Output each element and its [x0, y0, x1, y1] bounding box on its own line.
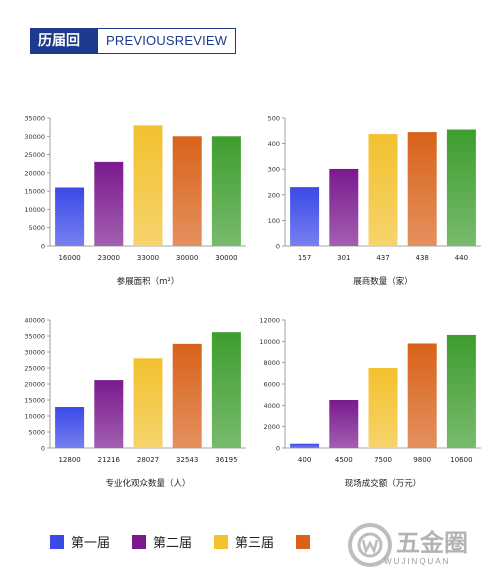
bar — [172, 343, 202, 448]
y-tick-label: 10000 — [24, 206, 45, 214]
y-tick-label: 6000 — [263, 381, 280, 389]
bar — [329, 168, 359, 246]
y-tick-label: 30000 — [24, 133, 45, 141]
bar — [446, 129, 476, 246]
bar — [290, 443, 320, 448]
x-tick-label: 7500 — [374, 456, 392, 464]
x-axis-title: 现场成交额（万元） — [345, 478, 422, 489]
legend-swatch — [50, 534, 64, 549]
y-tick-label: 35000 — [24, 115, 45, 123]
x-tick-label: 16000 — [58, 254, 80, 262]
y-tick-label: 2000 — [263, 423, 280, 431]
chart-exhibitor-count: 0 100 200 300 400 500 157 301 437 438 440 展商数量（家） — [268, 115, 481, 287]
section-header: 历届回顾 PREVIOUSREVIEW — [30, 28, 237, 75]
bar — [329, 400, 359, 448]
y-tick-label: 0 — [276, 445, 280, 453]
y-tick-label: 400 — [268, 140, 280, 148]
x-tick-label: 36195 — [215, 456, 237, 464]
x-axis-title: 参展面积（m²） — [117, 276, 180, 287]
x-tick-label: 438 — [416, 254, 429, 262]
legend-swatch — [214, 534, 229, 549]
y-tick-label: 10000 — [259, 338, 280, 346]
bar — [133, 125, 163, 246]
y-tick-label: 300 — [268, 166, 280, 174]
watermark-logo: 五金圈 — [348, 523, 468, 567]
header-title-en: PREVIOUSREVIEW — [98, 28, 237, 54]
x-tick-label: 30000 — [176, 254, 198, 262]
y-tick-label: 4000 — [263, 402, 280, 410]
bar — [94, 161, 124, 246]
bar — [55, 187, 85, 246]
y-tick-label: 35000 — [24, 333, 45, 341]
x-tick-label: 32543 — [176, 456, 198, 464]
y-tick-label: 40000 — [24, 317, 45, 325]
legend-item-edition-2: 第二届 — [132, 532, 192, 551]
y-tick-label: 8000 — [263, 359, 280, 367]
x-tick-label: 301 — [337, 254, 350, 262]
y-tick-label: 15000 — [24, 397, 45, 405]
y-tick-label: 500 — [268, 115, 280, 123]
legend-item-edition-4 — [296, 534, 317, 549]
bar — [407, 343, 437, 448]
legend-item-edition-3: 第三届 — [214, 532, 274, 551]
x-tick-label: 33000 — [137, 254, 159, 262]
bar — [290, 187, 320, 246]
chart-visitor-count: 0 5000 10000 15000 20000 25000 30000 35000 40000… — [24, 317, 246, 489]
x-tick-label: 30000 — [215, 254, 237, 262]
x-tick-label: 4500 — [335, 456, 353, 464]
x-tick-label: 21216 — [98, 456, 121, 464]
x-tick-label: 400 — [298, 456, 311, 464]
x-tick-label: 9800 — [413, 456, 431, 464]
legend-swatch — [132, 534, 147, 549]
x-tick-label: 12800 — [58, 456, 80, 464]
y-tick-label: 20000 — [24, 381, 45, 389]
y-tick-label: 25000 — [24, 151, 45, 159]
y-tick-label: 30000 — [24, 349, 45, 357]
bar — [211, 136, 241, 246]
svg-text:五金圈: 五金圈 — [396, 529, 468, 557]
y-tick-label: 15000 — [24, 188, 45, 196]
bar — [407, 132, 437, 246]
bar — [55, 407, 85, 448]
legend: 第一届 第二届 第三届 — [50, 532, 339, 551]
x-tick-label: 437 — [376, 254, 389, 262]
y-tick-label: 100 — [268, 217, 280, 225]
bar — [368, 134, 398, 246]
y-tick-label: 200 — [268, 191, 280, 199]
y-tick-label: 10000 — [24, 413, 45, 421]
x-tick-label: 23000 — [98, 254, 120, 262]
y-tick-label: 25000 — [24, 365, 45, 373]
bar — [133, 358, 163, 448]
bar — [94, 380, 124, 448]
legend-label: 第一届 — [71, 536, 111, 551]
chart-onsite-turnover: 0 2000 4000 6000 8000 10000 12000 400 4500 7500 98… — [259, 317, 481, 489]
x-axis-title: 专业化观众数量（人） — [105, 478, 190, 489]
y-tick-label: 12000 — [259, 317, 280, 325]
chart-exhibition-area: 0 5000 10000 15000 20000 25000 30000 35000 16000… — [24, 115, 246, 287]
watermark-latin: WUJINQUAN — [384, 557, 451, 566]
y-tick-label: 5000 — [28, 429, 45, 437]
bar — [368, 368, 398, 448]
header-title-cn: 历届回顾 — [30, 28, 98, 75]
x-axis-title: 展商数量（家） — [353, 276, 413, 287]
y-tick-label: 5000 — [28, 224, 45, 232]
x-tick-label: 28027 — [137, 456, 159, 464]
bar — [172, 136, 202, 246]
y-tick-label: 20000 — [24, 169, 45, 177]
x-tick-label: 157 — [298, 254, 311, 262]
legend-label: 第三届 — [235, 536, 275, 551]
x-tick-label: 440 — [455, 254, 468, 262]
legend-item-edition-1: 第一届 — [50, 532, 110, 551]
x-tick-label: 10600 — [450, 456, 472, 464]
bar — [446, 334, 476, 448]
y-tick-label: 0 — [41, 243, 45, 251]
bar — [211, 332, 241, 448]
y-tick-label: 0 — [276, 243, 280, 251]
legend-label: 第二届 — [153, 536, 193, 551]
legend-swatch — [296, 534, 311, 549]
y-tick-label: 0 — [41, 445, 45, 453]
